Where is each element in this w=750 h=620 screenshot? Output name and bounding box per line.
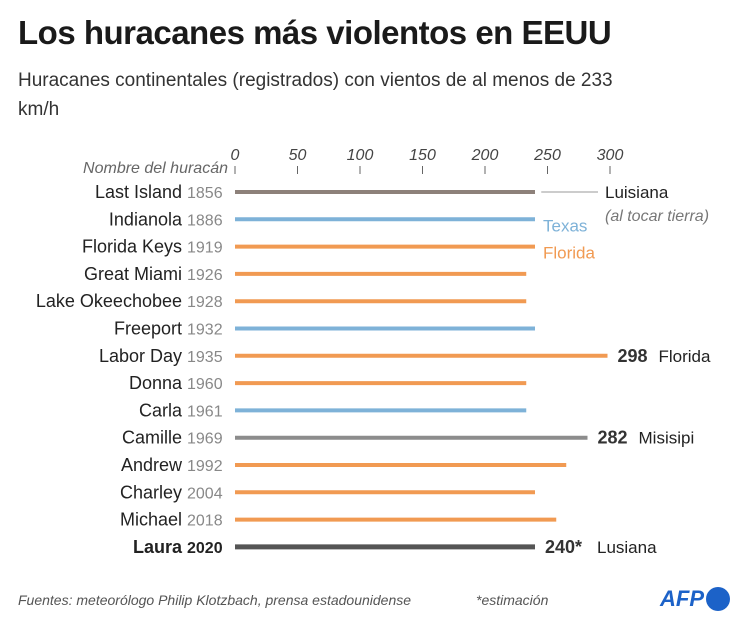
- x-tick-label: 100: [347, 147, 374, 164]
- category-label: Florida Keys: [82, 237, 182, 257]
- year-label: 1935: [187, 349, 223, 366]
- x-tick-label: 0: [231, 147, 240, 164]
- category-header: Nombre del huracán: [83, 160, 228, 177]
- category-label: Last Island: [95, 182, 182, 202]
- category-label: Michael: [120, 510, 182, 530]
- legend-luisiana-note: (al tocar tierra): [605, 208, 709, 225]
- year-label: 1932: [187, 322, 223, 339]
- year-label: 2004: [187, 485, 223, 502]
- estimate-note: *estimación: [476, 592, 549, 608]
- state-annotation: Florida: [659, 347, 712, 366]
- x-tick-label: 300: [597, 147, 624, 164]
- x-tick-label: 50: [289, 147, 307, 164]
- x-tick-label: 200: [471, 147, 499, 164]
- source-footer: Fuentes: meteorólogo Philip Klotzbach, p…: [18, 592, 412, 608]
- year-label: 1919: [187, 240, 223, 257]
- category-label: Charley: [120, 482, 182, 502]
- year-label: 1960: [187, 376, 223, 393]
- afp-logo: AFP: [660, 586, 730, 612]
- category-label: Camille: [122, 428, 182, 448]
- category-label: Andrew: [121, 455, 183, 475]
- state-annotation: Misisipi: [639, 429, 695, 448]
- year-label: 1969: [187, 431, 223, 448]
- value-annotation: 240*: [545, 537, 582, 557]
- chart-title: Los huracanes más violentos en EEUU: [18, 14, 612, 51]
- afp-logo-text: AFP: [660, 586, 704, 611]
- category-label: Great Miami: [84, 264, 182, 284]
- year-label: 1961: [187, 403, 223, 420]
- category-label: Freeport: [114, 319, 182, 339]
- legend-florida: Florida: [543, 244, 596, 263]
- value-annotation: 282: [598, 428, 628, 448]
- category-label: Lake Okeechobee: [36, 291, 182, 311]
- afp-logo-dot-icon: [706, 587, 730, 611]
- category-label: Carla: [139, 400, 183, 420]
- chart-subtitle: Huracanes continentales (registrados) co…: [18, 70, 613, 120]
- year-label: 1856: [187, 185, 223, 202]
- year-label: 1886: [187, 212, 223, 229]
- state-annotation: Lusiana: [597, 538, 657, 557]
- legend-texas: Texas: [543, 216, 587, 235]
- category-label: Labor Day: [99, 346, 182, 366]
- year-label: 1992: [187, 458, 223, 475]
- value-annotation: 298: [618, 346, 648, 366]
- category-label: Laura: [133, 537, 183, 557]
- year-label: 2020: [187, 540, 223, 557]
- category-label: Donna: [129, 373, 183, 393]
- legend-luisiana: Luisiana: [605, 183, 669, 202]
- x-tick-label: 250: [533, 147, 561, 164]
- year-label: 2018: [187, 513, 223, 530]
- year-label: 1926: [187, 267, 223, 284]
- year-label: 1928: [187, 294, 223, 311]
- x-tick-label: 150: [409, 147, 436, 164]
- category-label: Indianola: [109, 209, 183, 229]
